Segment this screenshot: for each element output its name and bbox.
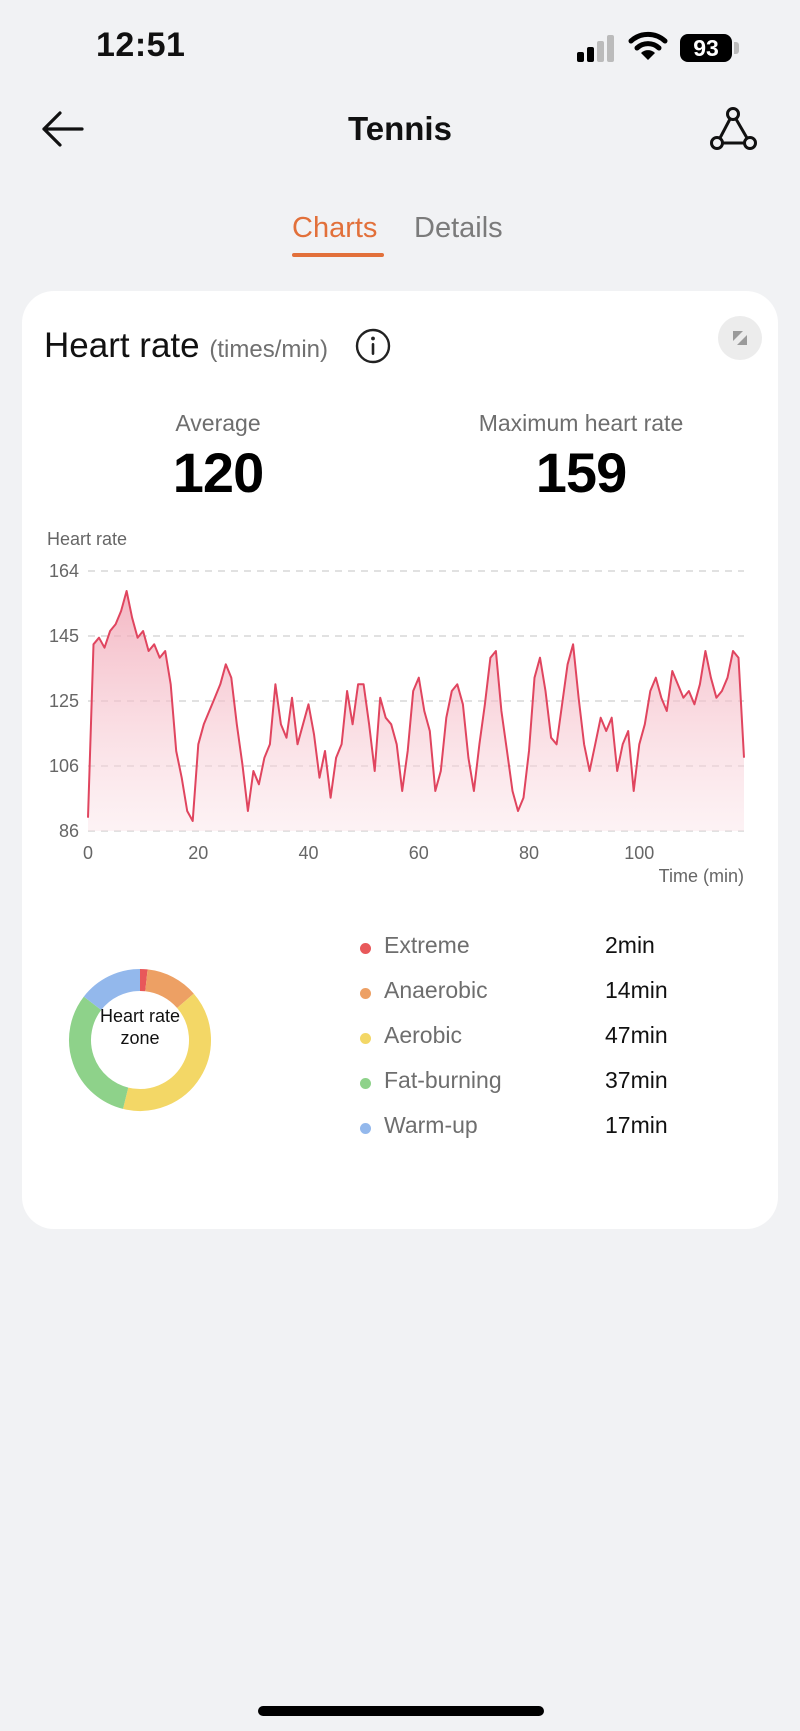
- average-value: 120: [172, 441, 264, 504]
- route-icon[interactable]: [708, 106, 758, 152]
- y-tick-label: 125: [49, 691, 79, 711]
- cellular-signal-icon: [577, 35, 614, 62]
- x-axis-title: Time (min): [659, 866, 744, 886]
- zone-duration: 47min: [605, 1022, 668, 1048]
- tab-details[interactable]: Details: [414, 212, 503, 244]
- back-arrow-icon[interactable]: [40, 106, 86, 152]
- heart-rate-chart: Heart rate 164 145 125 106 860 20 40 60 80 100Time…: [47, 529, 745, 886]
- active-tab-indicator: [292, 253, 384, 257]
- zone-duration: 14min: [605, 977, 668, 1003]
- zone-color-dot: [360, 1033, 371, 1044]
- donut-segment-fat-burning: [69, 996, 129, 1109]
- zone-row-aerobic: Aerobic 47min: [360, 1020, 680, 1060]
- expand-icon: [733, 331, 747, 345]
- average-label: Average: [175, 410, 261, 436]
- x-tick-label: 80: [519, 843, 539, 863]
- zone-row-extreme: Extreme 2min: [360, 930, 680, 970]
- zone-color-dot: [360, 988, 371, 999]
- max-heart-rate-value: 159: [535, 441, 627, 504]
- y-tick-label: 164: [49, 561, 79, 581]
- zone-name: Warm-up: [384, 1112, 478, 1138]
- page-title: Tennis: [348, 110, 452, 147]
- donut-segment-warm-up: [83, 969, 141, 1011]
- x-tick-label: 0: [83, 843, 93, 863]
- zone-color-dot: [360, 943, 371, 954]
- heart-rate-unit: (times/min): [209, 336, 329, 363]
- y-tick-label: 106: [49, 756, 79, 776]
- home-indicator: [258, 1706, 544, 1716]
- zone-duration: 2min: [605, 932, 655, 958]
- heart-rate-title: Heart rate (times/min): [44, 326, 328, 366]
- y-tick-label: 86: [59, 821, 79, 841]
- zone-duration: 17min: [605, 1112, 668, 1138]
- wifi-icon: [628, 31, 668, 60]
- zone-color-dot: [360, 1078, 371, 1089]
- zone-name: Anaerobic: [384, 977, 488, 1003]
- x-tick-label: 40: [298, 843, 318, 863]
- zone-row-anaerobic: Anaerobic 14min: [360, 975, 680, 1015]
- max-heart-rate-label: Maximum heart rate: [478, 410, 684, 436]
- status-time: 12:51: [96, 26, 186, 64]
- zone-name: Aerobic: [384, 1022, 462, 1048]
- info-icon[interactable]: [355, 328, 391, 364]
- heart-rate-title-text: Heart rate: [44, 326, 200, 365]
- y-tick-label: 145: [49, 626, 79, 646]
- zone-duration: 37min: [605, 1067, 668, 1093]
- zone-name: Extreme: [384, 932, 470, 958]
- zone-row-warm-up: Warm-up 17min: [360, 1110, 680, 1150]
- expand-button[interactable]: [718, 316, 762, 360]
- donut-segment-aerobic: [123, 993, 211, 1111]
- zone-name: Fat-burning: [384, 1067, 502, 1093]
- zone-row-fat-burning: Fat-burning 37min: [360, 1065, 680, 1105]
- x-tick-label: 100: [624, 843, 654, 863]
- heart-rate-zone-donut: [69, 969, 211, 1111]
- battery-tip: [734, 42, 739, 54]
- y-axis-title: Heart rate: [47, 529, 127, 549]
- donut-segment-anaerobic: [144, 969, 194, 1009]
- battery-indicator: 93: [680, 34, 732, 62]
- tab-charts[interactable]: Charts: [292, 212, 378, 244]
- x-tick-label: 20: [188, 843, 208, 863]
- heart-rate-area-fill: [88, 591, 744, 831]
- zone-color-dot: [360, 1123, 371, 1134]
- heart-rate-line: [87, 590, 745, 822]
- x-tick-label: 60: [409, 843, 429, 863]
- donut-center-label: Heart rate zone: [99, 1006, 181, 1048]
